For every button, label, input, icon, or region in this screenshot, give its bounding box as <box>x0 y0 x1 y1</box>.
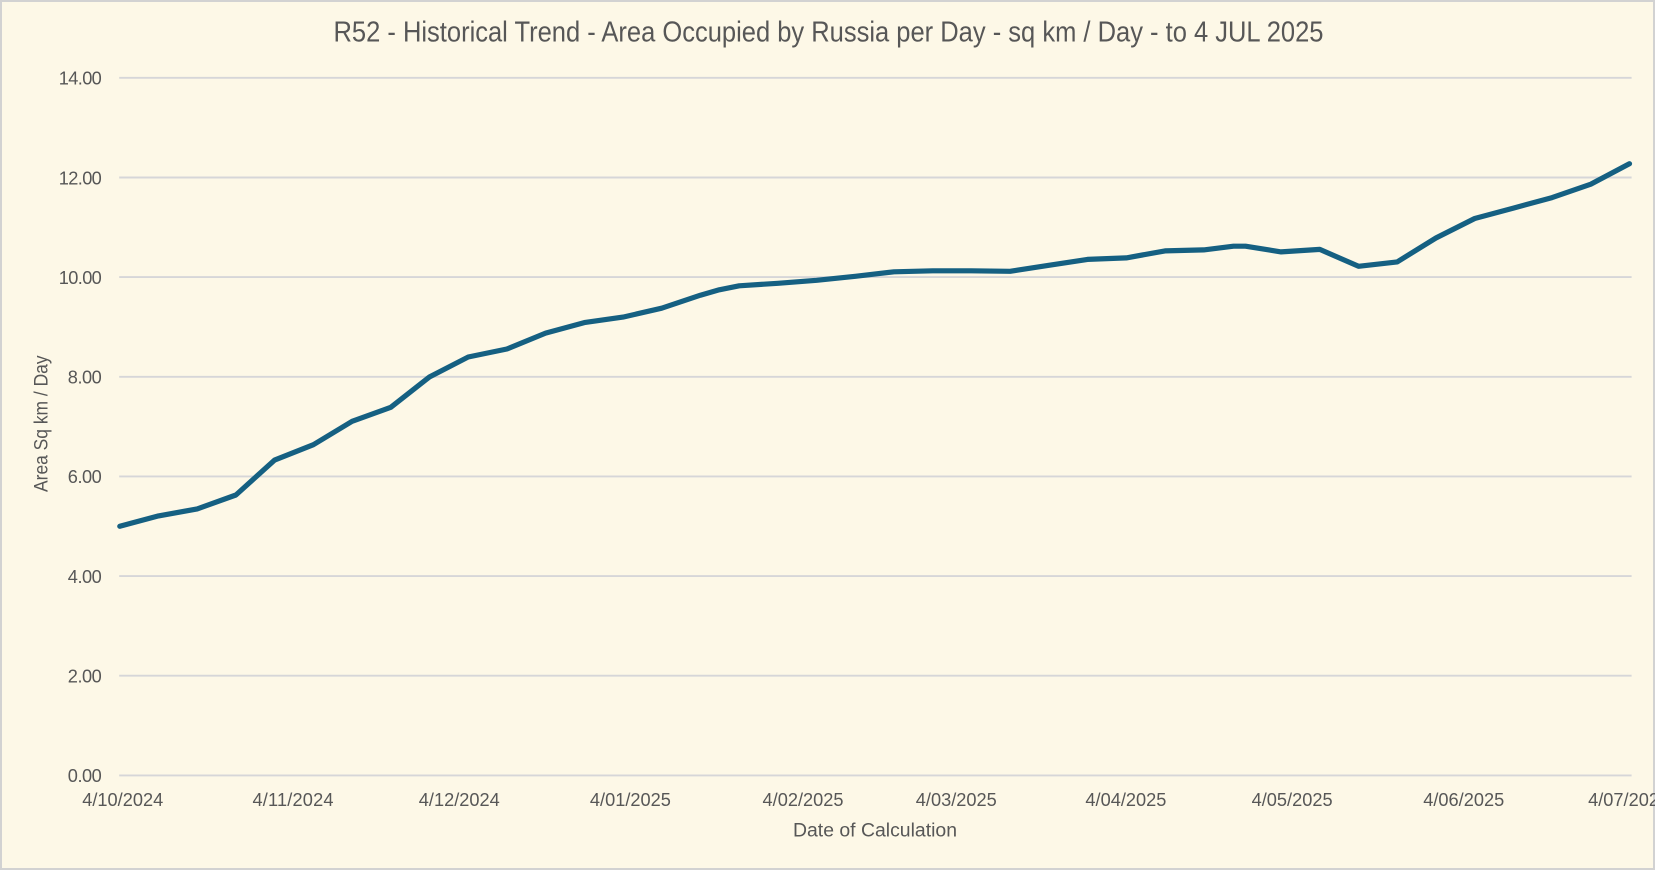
svg-text:4/02/2025: 4/02/2025 <box>763 790 844 810</box>
svg-text:14.00: 14.00 <box>59 69 102 89</box>
svg-text:12.00: 12.00 <box>59 168 102 188</box>
svg-text:4/04/2025: 4/04/2025 <box>1085 790 1166 810</box>
svg-text:4/01/2025: 4/01/2025 <box>590 790 671 810</box>
svg-text:2.00: 2.00 <box>68 667 102 687</box>
svg-text:4/10/2024: 4/10/2024 <box>82 790 163 810</box>
svg-text:4.00: 4.00 <box>68 567 102 587</box>
svg-text:4/12/2024: 4/12/2024 <box>419 790 500 810</box>
svg-text:8.00: 8.00 <box>68 368 102 388</box>
svg-text:6.00: 6.00 <box>68 467 102 487</box>
svg-text:Area Sq km / Day: Area Sq km / Day <box>31 355 53 492</box>
svg-text:4/03/2025: 4/03/2025 <box>916 790 997 810</box>
svg-text:Date of Calculation: Date of Calculation <box>793 819 957 841</box>
svg-text:0.00: 0.00 <box>68 766 102 786</box>
svg-text:4/11/2024: 4/11/2024 <box>253 790 334 810</box>
svg-text:4/05/2025: 4/05/2025 <box>1252 790 1333 810</box>
svg-text:R52 - Historical Trend - Area: R52 - Historical Trend - Area Occupied b… <box>334 16 1324 48</box>
svg-text:4/06/2025: 4/06/2025 <box>1423 790 1504 810</box>
svg-text:10.00: 10.00 <box>59 268 102 288</box>
svg-text:4/07/2025: 4/07/2025 <box>1588 790 1655 810</box>
